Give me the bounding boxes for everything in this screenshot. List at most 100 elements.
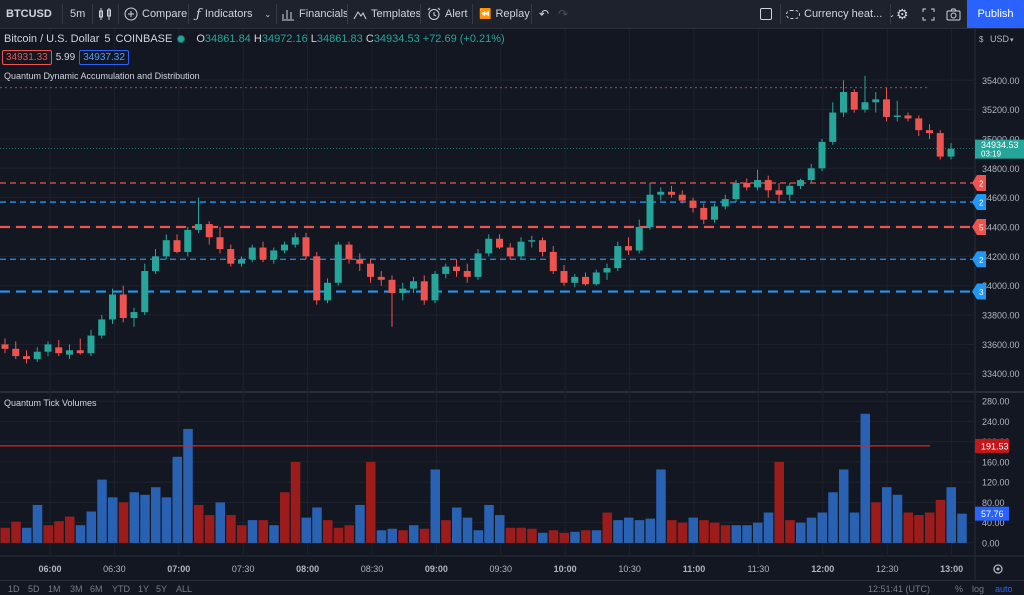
candle: [76, 338, 84, 355]
candle: [356, 253, 364, 272]
function-icon: ƒ: [196, 6, 201, 22]
auto-toggle[interactable]: auto: [995, 584, 1013, 594]
volume-bar: [742, 525, 752, 543]
layout-toggle-button[interactable]: [760, 0, 772, 28]
candle: [377, 271, 385, 286]
candles-icon: [99, 8, 111, 20]
price-tick-label: 33800.00: [982, 311, 1020, 321]
range-3m-button[interactable]: 3M: [70, 584, 83, 594]
volume-bar: [495, 515, 505, 543]
candle-body: [528, 240, 536, 242]
replay-button[interactable]: ⏪ Replay: [479, 0, 530, 28]
level-badge: 2: [972, 251, 986, 268]
range-1m-button[interactable]: 1M: [48, 584, 61, 594]
symbol-search-button[interactable]: BTCUSD: [6, 0, 52, 28]
volume-bar: [258, 520, 268, 543]
chart-area[interactable]: 33400.00 33600.00 33800.00 34000.00 34200.00…: [0, 29, 1024, 595]
bar-chart-icon: [282, 10, 294, 21]
volume-bar: [613, 520, 623, 543]
candle-body: [668, 191, 675, 195]
alert-button[interactable]: Alert: [427, 0, 468, 28]
candle: [334, 241, 342, 286]
layout-select-button[interactable]: Currency heat... ⌄: [786, 0, 895, 28]
candle: [571, 273, 579, 288]
candle: [485, 234, 493, 257]
indicators-button[interactable]: ƒ Indicators ⌄: [196, 0, 271, 28]
chart-type-button[interactable]: [98, 0, 112, 28]
volume-bar: [839, 469, 849, 543]
volume-bar: [731, 525, 741, 543]
volume-indicator-title[interactable]: Quantum Tick Volumes: [4, 398, 97, 408]
volume-bar: [484, 504, 494, 543]
fullscreen-button[interactable]: [922, 0, 935, 28]
volume-bar: [935, 499, 946, 543]
volume-bar: [161, 497, 172, 543]
volume-bar: [183, 428, 193, 543]
percent-toggle[interactable]: %: [955, 584, 964, 594]
candle-body: [216, 237, 224, 250]
volume-bar: [882, 487, 892, 543]
snapshot-button[interactable]: [946, 0, 961, 28]
range-all-button[interactable]: ALL: [176, 584, 193, 594]
range-1d-button[interactable]: 1D: [8, 584, 20, 594]
settings-button[interactable]: ⚙: [896, 0, 909, 28]
sell-button[interactable]: 34931.33: [2, 50, 52, 65]
range-5d-button[interactable]: 5D: [28, 584, 40, 594]
candle-body: [324, 282, 331, 301]
compare-button[interactable]: Compare: [124, 0, 187, 28]
price-tick-label: 34800.00: [982, 164, 1020, 174]
open-value: 34861.84: [204, 33, 251, 45]
candle-body: [646, 194, 654, 227]
candle: [291, 232, 299, 248]
candle-body: [850, 92, 858, 110]
candle: [259, 241, 267, 263]
threshold-tag: [975, 438, 1009, 453]
range-6m-button[interactable]: 6M: [90, 584, 103, 594]
undo-button[interactable]: ↶: [539, 0, 549, 28]
candle: [119, 285, 127, 323]
candle: [807, 163, 815, 183]
volume-bar: [323, 520, 333, 543]
range-5y-button[interactable]: 5Y: [156, 584, 168, 594]
price-tick-label: 33400.00: [982, 369, 1020, 379]
templates-label: Templates: [371, 8, 422, 20]
volume-bar: [172, 456, 182, 543]
buy-button[interactable]: 34937.32: [79, 50, 129, 65]
financials-button[interactable]: Financials: [281, 0, 349, 28]
range-1y-button[interactable]: 1Y: [138, 584, 150, 594]
volume-bar: [591, 530, 602, 543]
candle-body: [947, 148, 955, 157]
candle-body: [689, 200, 697, 208]
clock-label[interactable]: 12:51:41 (UTC): [868, 584, 931, 594]
interval-label: 5m: [70, 8, 86, 20]
volume-bar: [86, 511, 96, 543]
volume-tick-label: 120.00: [982, 478, 1010, 488]
candle-body: [1, 344, 9, 349]
replay-label: Replay: [495, 8, 530, 20]
price-tick-label: 35000.00: [982, 134, 1020, 144]
candle-body: [291, 237, 299, 245]
publish-button[interactable]: Publish: [967, 0, 1024, 28]
range-ytd-button[interactable]: YTD: [112, 584, 130, 594]
volume-bar: [269, 525, 279, 543]
main-indicator-title[interactable]: Quantum Dynamic Accumulation and Distrib…: [4, 71, 200, 81]
time-tick-label: 11:30: [747, 564, 769, 574]
chart-canvas[interactable]: 33400.00 33600.00 33800.00 34000.00 34200.00…: [0, 29, 1024, 595]
volume-bar: [204, 515, 215, 543]
volume-bar: [645, 518, 655, 543]
templates-button[interactable]: Templates: [353, 0, 421, 28]
volume-bar: [667, 520, 677, 543]
volume-bar: [376, 530, 387, 543]
candle-body: [195, 224, 202, 230]
candle-body: [259, 247, 267, 260]
candle: [850, 89, 858, 113]
candle: [474, 249, 482, 280]
log-toggle[interactable]: log: [972, 584, 985, 594]
candle-body: [678, 194, 686, 201]
redo-button[interactable]: ↷: [558, 0, 568, 28]
compare-label: Compare: [142, 8, 188, 20]
time-tick-label: 09:30: [490, 564, 513, 574]
interval-button[interactable]: 5m: [70, 0, 85, 28]
candle: [743, 178, 751, 191]
symbol-description: Bitcoin / U.S. Dollar: [4, 33, 100, 45]
